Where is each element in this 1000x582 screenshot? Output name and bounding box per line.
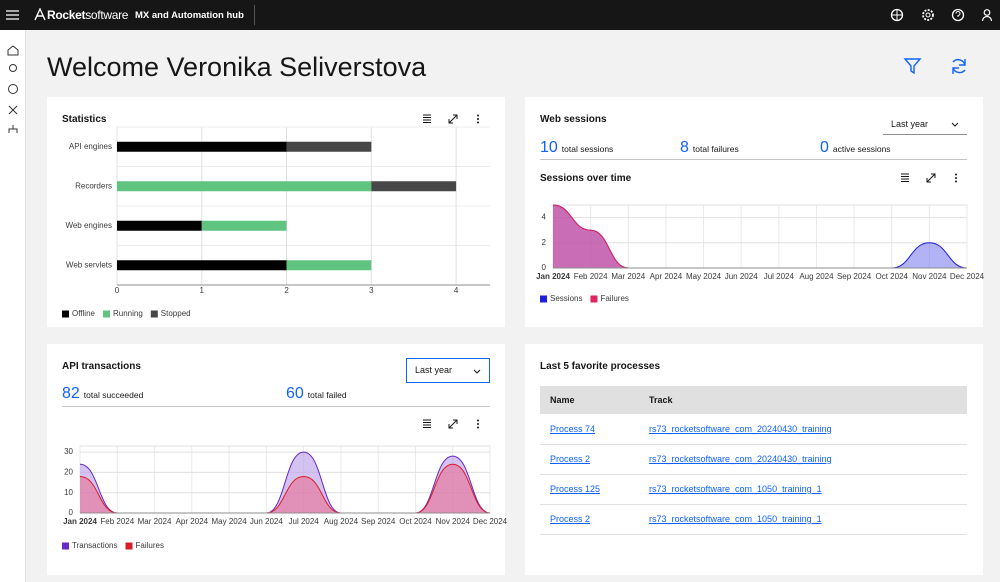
column-header: Track (649, 395, 673, 405)
track-link[interactable]: rs73_rocketsoftware_com_1050_training_1 (649, 484, 822, 494)
stat: 60 total failed (286, 385, 347, 403)
stat: 82 total succeeded (62, 385, 143, 403)
nav-home[interactable] (7, 45, 19, 56)
stat: 0 active sessions (820, 139, 891, 157)
table-row: Process 125 rs73_rocketsoftware_com_1050_… (540, 474, 967, 504)
divider (540, 159, 967, 160)
stat-label: active sessions (832, 144, 891, 154)
refresh-button[interactable] (952, 59, 966, 74)
nav-web[interactable] (8, 84, 18, 94)
page-actions (903, 58, 966, 75)
nav-icons (7, 45, 19, 133)
table-cell: Process 74 (540, 414, 648, 444)
chevron (951, 122, 959, 127)
menu-button[interactable] (6, 10, 20, 20)
table-row: Process 2 rs73_rocketsoftware_com_1050_tr… (540, 504, 967, 534)
stat-label: total succeeded (83, 390, 144, 400)
column-header: Name (550, 395, 575, 405)
table-cell: Process 2 (540, 504, 648, 534)
app-name: MX and Automation hub (135, 10, 244, 21)
process-link[interactable]: Process 2 (550, 454, 591, 464)
track-link[interactable]: rs73_rocketsoftware_com_20240430_trainin… (649, 423, 832, 434)
period-select[interactable]: Last year (406, 358, 490, 383)
stat-value: 60 (286, 385, 304, 402)
stat-value: 82 (62, 385, 80, 402)
nav-network[interactable] (8, 105, 18, 115)
stat: 8 total failures (680, 139, 739, 157)
stat-value: 10 (540, 139, 558, 156)
top-bar: Rocketsoftware MX and Automation hub (0, 0, 1000, 30)
help-desk-button[interactable] (890, 8, 904, 22)
brand-logo (34, 8, 46, 21)
page-title: Welcome Veronika Seliverstova (47, 52, 427, 82)
statistics-card: Statistics (47, 97, 505, 327)
nav-insights[interactable] (9, 64, 17, 72)
table-cell: rs73_rocketsoftware_com_1050_training_1 (648, 474, 967, 504)
table-cell: rs73_rocketsoftware_com_20240430_trainin… (648, 444, 967, 474)
process-link[interactable]: Process 2 (550, 514, 591, 524)
chevron (473, 369, 481, 374)
card-title: Web sessions (540, 114, 607, 125)
user-button[interactable] (981, 9, 993, 22)
chart-title: Sessions over time (540, 173, 632, 184)
card-title: Statistics (62, 114, 107, 125)
stat-value: 8 (680, 139, 689, 156)
table-cell: rs73_rocketsoftware_com_1050_training_1 (648, 504, 967, 534)
stat-label: total failures (692, 144, 739, 154)
favorites-table: Name Track Process 74 rs73_rocketsoftware… (540, 386, 967, 535)
web-sessions-card: Web sessions Last year 10 total sessions … (525, 97, 983, 327)
table-cell: Process 2 (540, 444, 648, 474)
stat-value: 0 (820, 139, 829, 156)
track-link[interactable]: rs73_rocketsoftware_com_1050_training_1 (649, 514, 822, 524)
stat: 10 total sessions (540, 139, 613, 157)
nav-hierarchy[interactable] (8, 125, 18, 133)
card-title: API transactions (62, 361, 141, 372)
brand-suffix: software (85, 8, 129, 22)
table-cell: Process 125 (540, 474, 648, 504)
table-row: Process 74 rs73_rocketsoftware_com_202404… (540, 414, 967, 444)
process-link[interactable]: Process 74 (550, 423, 596, 434)
stat-label: total failed (307, 390, 347, 400)
track-link[interactable]: rs73_rocketsoftware_com_20240430_trainin… (649, 454, 832, 464)
table-header: Name Track (540, 386, 967, 414)
filter-button[interactable] (903, 58, 922, 75)
period-select[interactable]: Last year (883, 113, 967, 135)
divider (254, 5, 255, 25)
select-value: Last year (415, 365, 453, 375)
help-button[interactable] (951, 8, 965, 22)
divider (62, 406, 490, 407)
header-actions (890, 8, 993, 22)
brand: Rocketsoftware (47, 8, 128, 22)
api-transactions-card: API transactions Last year 82 total succe… (47, 344, 505, 575)
favorites-card: Last 5 favorite processes Name Track Pro… (525, 344, 983, 575)
table-row: Process 2 rs73_rocketsoftware_com_2024043… (540, 444, 967, 474)
table-cell: rs73_rocketsoftware_com_20240430_trainin… (648, 414, 967, 444)
settings-button[interactable] (922, 9, 934, 21)
card-title: Last 5 favorite processes (540, 361, 661, 372)
stat-label: total sessions (561, 144, 614, 154)
brand-name: Rocket (47, 8, 86, 22)
side-nav (0, 30, 26, 582)
process-link[interactable]: Process 125 (550, 484, 601, 494)
select-value: Last year (891, 119, 929, 129)
